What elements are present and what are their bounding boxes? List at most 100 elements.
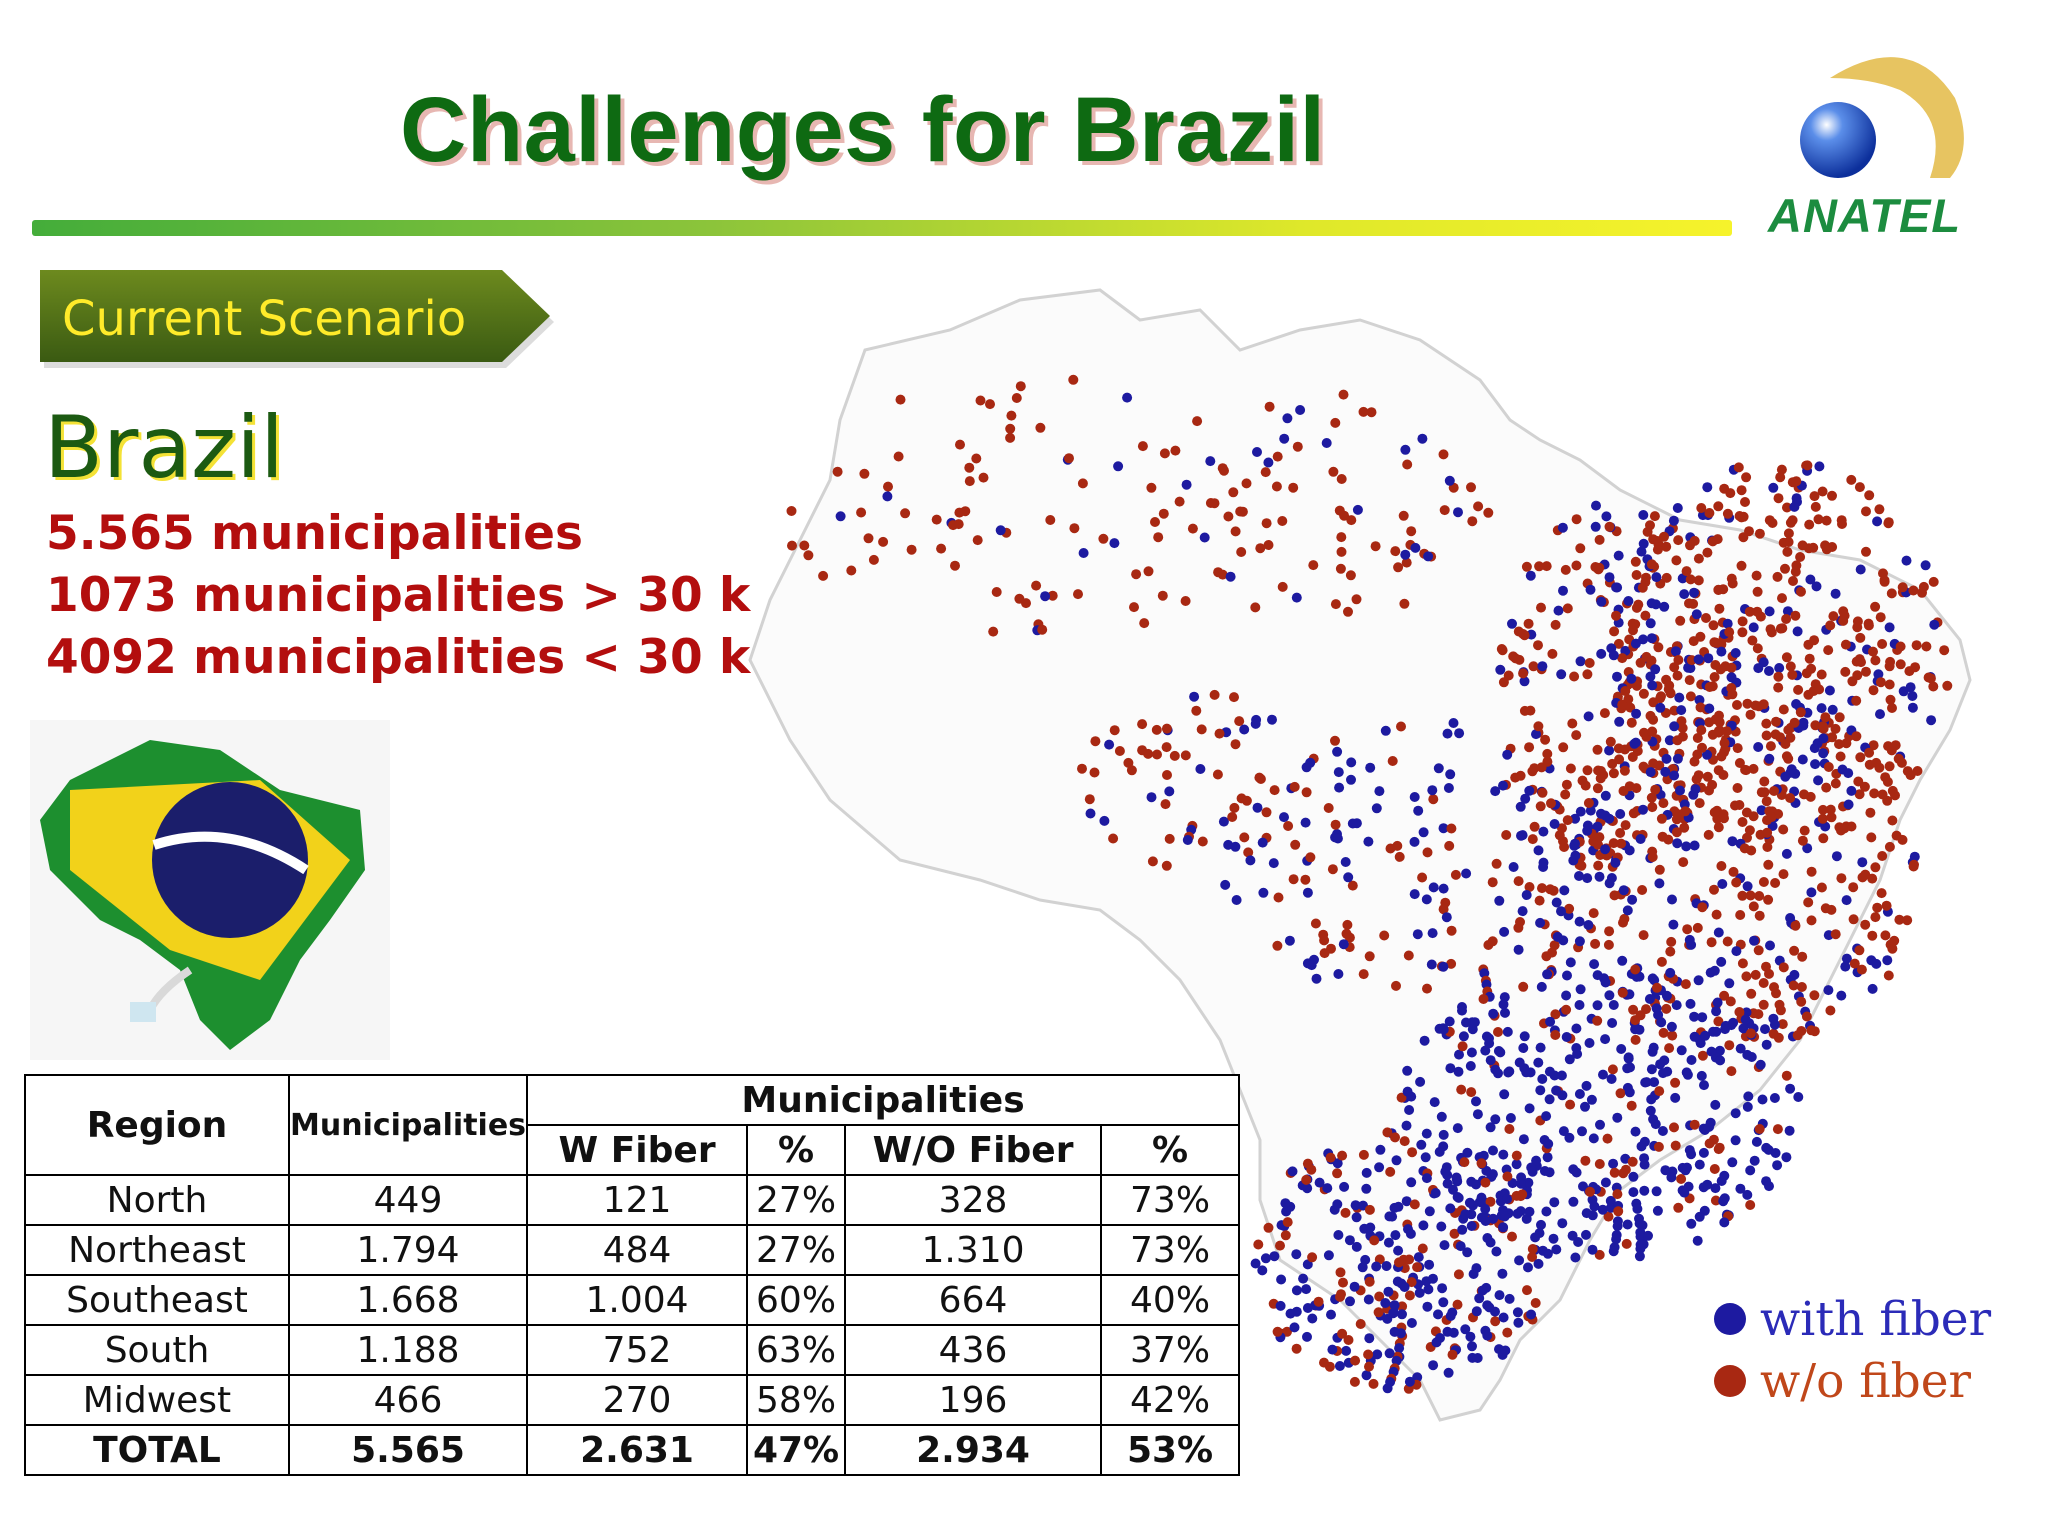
municipality-dot (1394, 1343, 1405, 1354)
municipality-dot (1692, 922, 1703, 933)
municipality-dot (1887, 815, 1898, 826)
municipality-dot (1389, 1300, 1400, 1311)
municipality-dot (1798, 717, 1809, 728)
municipality-dot (1591, 500, 1601, 511)
stat-over-30k: 1073 municipalities > 30 k (46, 568, 751, 623)
municipality-dot (1768, 482, 1779, 493)
municipality-dot (1744, 606, 1755, 617)
municipality-dot (1870, 655, 1881, 666)
municipality-dot (1533, 721, 1544, 732)
municipality-dot (1550, 619, 1561, 630)
municipality-dot (1880, 930, 1891, 941)
municipality-dot (1122, 392, 1133, 403)
cell-w-fiber: 2.631 (526, 1424, 749, 1476)
country-heading: Brazil (44, 398, 284, 498)
header-wo-fiber: W/O Fiber (844, 1124, 1103, 1176)
municipality-dot (1493, 1068, 1503, 1079)
municipality-dot (1580, 1101, 1590, 1112)
municipality-dot (1665, 946, 1676, 957)
municipality-dot (1733, 462, 1744, 473)
municipality-dot (1161, 860, 1172, 871)
municipality-dot (1897, 582, 1908, 593)
municipality-dot (1471, 1306, 1482, 1317)
municipality-dot (1347, 880, 1358, 891)
municipality-dot (1785, 732, 1796, 743)
municipality-dot (1823, 645, 1834, 656)
municipality-dot (1551, 1244, 1562, 1255)
municipality-dot (1410, 542, 1421, 553)
municipality-dot (1493, 1046, 1504, 1056)
municipality-dot (1583, 798, 1594, 808)
municipality-dot (1722, 508, 1733, 519)
municipality-dot (1704, 508, 1715, 518)
municipality-dot (1439, 1240, 1450, 1251)
municipality-dot (1604, 572, 1615, 583)
municipality-dot (1223, 839, 1234, 850)
municipality-dot (1545, 884, 1556, 895)
municipality-dot (1818, 748, 1829, 759)
cell-pct-w-fiber: 27% (746, 1224, 847, 1276)
municipality-dot (1630, 964, 1641, 975)
municipality-dot (1490, 786, 1501, 797)
municipality-dot (1717, 879, 1728, 889)
municipality-dot (1909, 851, 1920, 862)
municipality-dot (1450, 869, 1461, 880)
municipality-dot (1064, 453, 1074, 464)
municipality-dot (1658, 798, 1669, 809)
municipality-dot (1637, 582, 1648, 593)
municipality-dot (1577, 1126, 1587, 1137)
municipality-dot (1638, 688, 1649, 699)
municipality-dot (1920, 560, 1931, 571)
municipality-dot (1617, 699, 1628, 710)
municipality-dot (1592, 1000, 1603, 1011)
municipality-dot (1689, 1031, 1700, 1042)
municipality-dot (1762, 827, 1773, 838)
municipality-dot (1694, 695, 1705, 705)
municipality-dot (1741, 472, 1752, 483)
municipality-dot (1575, 984, 1586, 995)
municipality-dot (1542, 756, 1553, 767)
municipality-dot (1575, 656, 1586, 667)
municipality-dot (1697, 902, 1708, 913)
municipality-dot (1885, 656, 1896, 667)
municipality-dot (1864, 759, 1875, 770)
municipality-dot (1619, 744, 1630, 755)
municipality-dot (1621, 1238, 1632, 1249)
municipality-dot (1287, 1166, 1298, 1177)
municipality-dot (1870, 912, 1881, 923)
municipality-dot (1576, 860, 1587, 871)
municipality-dot (1015, 381, 1026, 392)
municipality-dot (1732, 700, 1742, 710)
municipality-dot (1427, 928, 1438, 939)
cell-region: Northeast (24, 1224, 290, 1276)
municipality-dot (1549, 1197, 1560, 1208)
municipality-dot (1761, 1039, 1772, 1050)
municipality-dot (1615, 1088, 1626, 1099)
municipality-dot (1870, 862, 1881, 873)
municipality-dot (1868, 646, 1878, 657)
municipality-dot (1126, 765, 1137, 776)
municipality-dot (1677, 573, 1688, 584)
municipality-dot (1613, 1206, 1624, 1217)
municipality-dot (1917, 587, 1927, 598)
municipality-dot (1661, 541, 1672, 552)
municipality-dot (1646, 1064, 1657, 1075)
municipality-dot (1187, 523, 1198, 534)
municipality-dot (1583, 711, 1594, 722)
municipality-dot (1686, 1055, 1697, 1065)
municipality-dot (1375, 1144, 1386, 1155)
municipality-dot (1884, 622, 1895, 633)
municipality-dot (1409, 889, 1420, 900)
municipality-dot (1143, 566, 1154, 577)
municipality-dot (1731, 877, 1742, 888)
municipality-dot (1652, 982, 1662, 993)
municipality-dot (1745, 890, 1756, 901)
header-municipalities: Municipalities (287, 1074, 529, 1176)
municipality-dot (1608, 1158, 1619, 1169)
municipality-dot (1346, 515, 1357, 526)
municipality-dot (1526, 1309, 1537, 1320)
municipality-dot (1330, 735, 1340, 746)
municipality-dot (1526, 1162, 1537, 1173)
municipality-dot (1229, 692, 1239, 703)
municipality-dot (1159, 448, 1170, 459)
